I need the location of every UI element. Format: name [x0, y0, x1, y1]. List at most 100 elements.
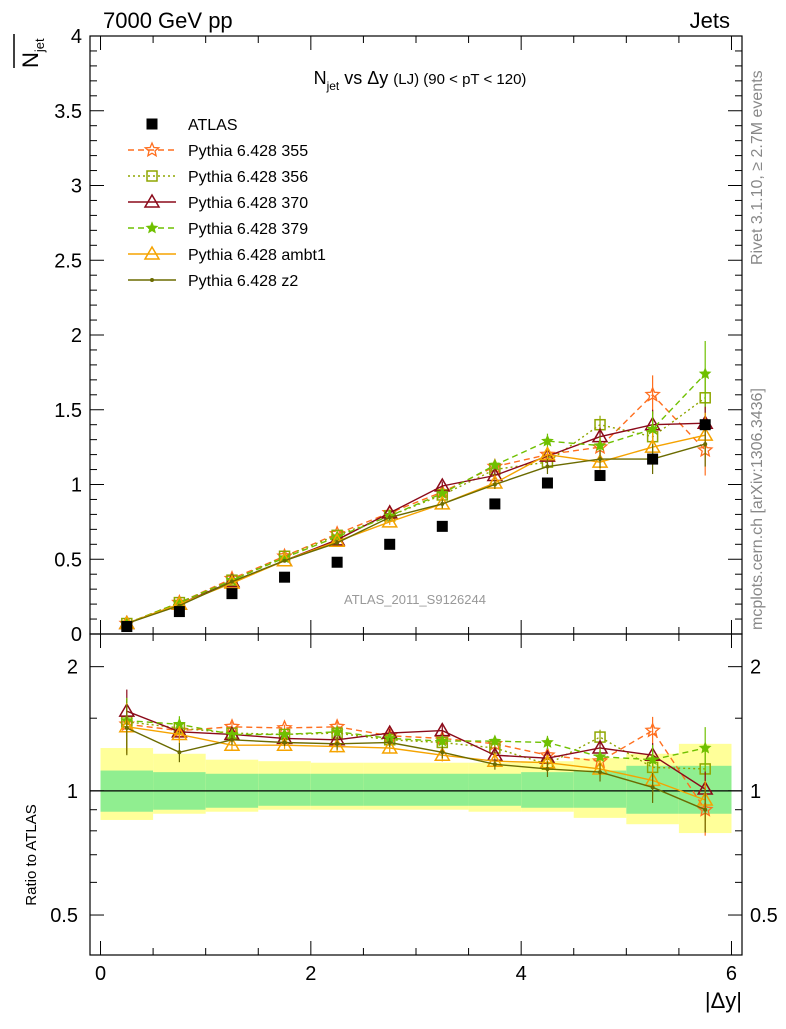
data-point [593, 438, 607, 452]
plot-title: Njet vs Δy (LJ) (90 < pT < 120) [314, 68, 527, 93]
legend-label: Pythia 6.428 379 [188, 221, 308, 238]
ratio-line [126, 723, 706, 811]
ratio-y-tick-label-right: 2 [750, 657, 761, 679]
data-point [699, 419, 711, 431]
data-point [173, 606, 185, 618]
x-tick-label: 0 [95, 963, 106, 985]
data-point [541, 434, 554, 447]
ratio-point [328, 738, 346, 753]
legend-entry: Pythia 6.428 379 [128, 221, 308, 238]
legend-entry: Pythia 6.428 ambt1 [128, 245, 326, 264]
legend-entry: ATLAS [146, 117, 238, 134]
y-axis-title-sub: jet [32, 38, 47, 53]
legend-label: Pythia 6.428 z2 [188, 273, 298, 290]
uncertainty-band-inner [258, 773, 311, 806]
ratio-point [698, 741, 712, 754]
data-point [698, 367, 712, 380]
data-point [492, 482, 497, 487]
rivet-label: Rivet 3.1.10, ≥ 2.7M events [749, 70, 766, 265]
legend-label: Pythia 6.428 355 [188, 143, 308, 160]
series-atlas [121, 419, 711, 633]
ratio-point [278, 727, 291, 740]
ratio-point [335, 741, 340, 746]
ratio-point [541, 735, 554, 748]
ratio-point [492, 762, 497, 767]
ratio-point [598, 770, 603, 775]
ratio-point [650, 785, 655, 790]
legend-marker [150, 278, 154, 282]
x-tick-label: 6 [726, 963, 737, 985]
y-tick-label: 2 [71, 325, 82, 347]
y-tick-label: 0.5 [54, 549, 82, 571]
data-point [121, 621, 133, 633]
ratio-point [330, 725, 344, 738]
y-tick-label: 3 [71, 176, 82, 198]
data-point [384, 538, 396, 550]
data-point [387, 515, 392, 520]
legend-label: Pythia 6.428 ambt1 [188, 247, 326, 264]
ratio-point [124, 726, 129, 731]
legend-marker [143, 141, 161, 158]
uncertainty-band-inner [468, 773, 522, 806]
x-tick-label: 4 [516, 963, 527, 985]
mcplots-label: mcplots.cern.ch [arXiv:1306.3436] [749, 388, 766, 630]
ratio-line [126, 727, 706, 811]
data-point [335, 540, 340, 545]
legend-label: Pythia 6.428 356 [188, 169, 308, 186]
ratio-point [593, 750, 607, 763]
data-point [226, 588, 238, 600]
data-point [229, 579, 234, 584]
ratio-point [703, 807, 708, 812]
ratio-y-tick-label-right: 0.5 [750, 905, 778, 927]
uncertainty-band-inner [416, 773, 469, 806]
y-tick-label: 2.5 [54, 250, 82, 272]
ratio-line [126, 721, 706, 770]
x-axis-title: |Δy| [705, 988, 742, 1013]
y-tick-label: 4 [71, 26, 82, 48]
legend-marker [146, 118, 158, 130]
y-tick-label: 3.5 [54, 101, 82, 123]
legend-entry: Pythia 6.428 355 [128, 141, 308, 160]
ratio-axis-title: Ratio to ATLAS [23, 804, 40, 905]
ratio-point [387, 740, 392, 745]
y-tick-label: 1.5 [54, 400, 82, 422]
data-point [279, 571, 291, 583]
legend-marker [146, 170, 158, 182]
y-tick-label: 0 [71, 624, 82, 646]
data-point [488, 458, 502, 471]
legend-entry: Pythia 6.428 356 [128, 169, 308, 186]
uncertainty-band-inner [521, 772, 574, 808]
ratio-line [126, 726, 706, 801]
data-point [594, 470, 606, 482]
svg-text:Njet: Njet [18, 38, 47, 68]
data-point [436, 520, 448, 532]
ratio-line [126, 710, 706, 790]
uncertainty-band-inner [310, 773, 364, 806]
ratio-point [644, 721, 661, 738]
ratio-point [177, 750, 182, 755]
data-point [489, 498, 501, 510]
series-line [126, 373, 706, 625]
ratio-point [433, 746, 451, 761]
ratio-point [229, 737, 234, 742]
ratio-point [545, 766, 550, 771]
legend-label: Pythia 6.428 370 [188, 195, 308, 212]
ratio-point [381, 739, 399, 754]
ratio-point [435, 734, 449, 747]
ratio-point [282, 740, 287, 745]
legend-marker [145, 221, 159, 234]
data-point [440, 501, 445, 506]
series-line [126, 443, 706, 625]
legend-marker [143, 193, 161, 208]
data-point [598, 457, 603, 462]
ratio-point [440, 750, 445, 755]
legend-entry: Pythia 6.428 370 [128, 193, 308, 212]
energy-label: 7000 GeV pp [103, 8, 233, 33]
y-axis-title-main: N [18, 52, 43, 68]
data-point [644, 386, 661, 402]
ratio-y-tick-label: 1 [67, 781, 78, 803]
uncertainty-band-inner [363, 773, 416, 806]
legend-label: ATLAS [188, 117, 238, 134]
y-axis-title-top: Njet [13, 34, 47, 68]
